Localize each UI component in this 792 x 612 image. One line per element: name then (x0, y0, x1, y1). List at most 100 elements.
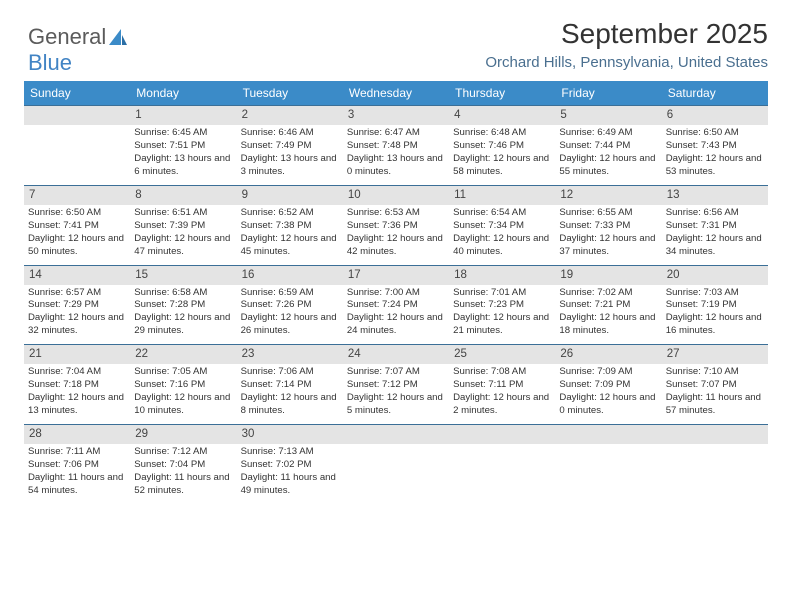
day-cell: 15Sunrise: 6:58 AMSunset: 7:28 PMDayligh… (130, 265, 236, 345)
sunrise-text: Sunrise: 7:08 AM (453, 366, 551, 379)
col-thursday: Thursday (449, 81, 555, 105)
sunset-text: Sunset: 7:23 PM (453, 299, 551, 312)
calendar-table: Sunday Monday Tuesday Wednesday Thursday… (24, 81, 768, 504)
sunset-text: Sunset: 7:02 PM (241, 459, 339, 472)
day-details: Sunrise: 6:48 AMSunset: 7:46 PMDaylight:… (449, 125, 555, 185)
daylight-text: Daylight: 12 hours and 8 minutes. (241, 392, 339, 418)
day-cell: 1Sunrise: 6:45 AMSunset: 7:51 PMDaylight… (130, 105, 236, 185)
sunset-text: Sunset: 7:43 PM (666, 140, 764, 153)
sunrise-text: Sunrise: 7:04 AM (28, 366, 126, 379)
day-details: Sunrise: 7:01 AMSunset: 7:23 PMDaylight:… (449, 285, 555, 345)
day-cell: 22Sunrise: 7:05 AMSunset: 7:16 PMDayligh… (130, 344, 236, 424)
day-details: Sunrise: 7:09 AMSunset: 7:09 PMDaylight:… (555, 364, 661, 424)
day-number: 9 (237, 185, 343, 205)
day-cell: 20Sunrise: 7:03 AMSunset: 7:19 PMDayligh… (662, 265, 768, 345)
day-number: 27 (662, 344, 768, 364)
day-cell: 8Sunrise: 6:51 AMSunset: 7:39 PMDaylight… (130, 185, 236, 265)
day-cell: 19Sunrise: 7:02 AMSunset: 7:21 PMDayligh… (555, 265, 661, 345)
sunset-text: Sunset: 7:11 PM (453, 379, 551, 392)
day-cell: 10Sunrise: 6:53 AMSunset: 7:36 PMDayligh… (343, 185, 449, 265)
location: Orchard Hills, Pennsylvania, United Stat… (24, 54, 768, 71)
col-wednesday: Wednesday (343, 81, 449, 105)
day-cell: 7Sunrise: 6:50 AMSunset: 7:41 PMDaylight… (24, 185, 130, 265)
day-details: Sunrise: 6:56 AMSunset: 7:31 PMDaylight:… (662, 205, 768, 265)
col-friday: Friday (555, 81, 661, 105)
day-details: Sunrise: 7:10 AMSunset: 7:07 PMDaylight:… (662, 364, 768, 424)
day-number: 15 (130, 265, 236, 285)
sunrise-text: Sunrise: 6:52 AM (241, 207, 339, 220)
day-details: Sunrise: 7:11 AMSunset: 7:06 PMDaylight:… (24, 444, 130, 504)
daylight-text: Daylight: 12 hours and 55 minutes. (559, 153, 657, 179)
sunset-text: Sunset: 7:26 PM (241, 299, 339, 312)
day-number: 2 (237, 105, 343, 125)
day-number: 5 (555, 105, 661, 125)
day-number: 8 (130, 185, 236, 205)
sunset-text: Sunset: 7:12 PM (347, 379, 445, 392)
day-cell: 11Sunrise: 6:54 AMSunset: 7:34 PMDayligh… (449, 185, 555, 265)
day-number: 22 (130, 344, 236, 364)
day-number: 24 (343, 344, 449, 364)
daylight-text: Daylight: 13 hours and 0 minutes. (347, 153, 445, 179)
day-details: Sunrise: 7:07 AMSunset: 7:12 PMDaylight:… (343, 364, 449, 424)
daylight-text: Daylight: 12 hours and 47 minutes. (134, 233, 232, 259)
page: General Blue September 2025 Orchard Hill… (0, 0, 792, 504)
daylight-text: Daylight: 11 hours and 54 minutes. (28, 472, 126, 498)
daylight-text: Daylight: 12 hours and 13 minutes. (28, 392, 126, 418)
sunset-text: Sunset: 7:07 PM (666, 379, 764, 392)
logo: General Blue (28, 24, 128, 76)
day-details: Sunrise: 7:00 AMSunset: 7:24 PMDaylight:… (343, 285, 449, 345)
sunrise-text: Sunrise: 6:58 AM (134, 287, 232, 300)
day-details: Sunrise: 7:12 AMSunset: 7:04 PMDaylight:… (130, 444, 236, 504)
header-row: Sunday Monday Tuesday Wednesday Thursday… (24, 81, 768, 105)
day-cell: 26Sunrise: 7:09 AMSunset: 7:09 PMDayligh… (555, 344, 661, 424)
day-cell (555, 424, 661, 504)
col-sunday: Sunday (24, 81, 130, 105)
day-number: 21 (24, 344, 130, 364)
day-number: 16 (237, 265, 343, 285)
day-details: Sunrise: 7:03 AMSunset: 7:19 PMDaylight:… (662, 285, 768, 345)
day-number: 10 (343, 185, 449, 205)
day-number: 13 (662, 185, 768, 205)
sunset-text: Sunset: 7:31 PM (666, 220, 764, 233)
daylight-text: Daylight: 12 hours and 29 minutes. (134, 312, 232, 338)
sunset-text: Sunset: 7:33 PM (559, 220, 657, 233)
day-cell (24, 105, 130, 185)
sunrise-text: Sunrise: 6:57 AM (28, 287, 126, 300)
day-number: 3 (343, 105, 449, 125)
sunrise-text: Sunrise: 6:47 AM (347, 127, 445, 140)
day-details: Sunrise: 6:46 AMSunset: 7:49 PMDaylight:… (237, 125, 343, 185)
day-details: Sunrise: 6:51 AMSunset: 7:39 PMDaylight:… (130, 205, 236, 265)
sunrise-text: Sunrise: 6:50 AM (28, 207, 126, 220)
day-details: Sunrise: 6:52 AMSunset: 7:38 PMDaylight:… (237, 205, 343, 265)
sunset-text: Sunset: 7:21 PM (559, 299, 657, 312)
sunrise-text: Sunrise: 6:45 AM (134, 127, 232, 140)
sunset-text: Sunset: 7:16 PM (134, 379, 232, 392)
sunset-text: Sunset: 7:14 PM (241, 379, 339, 392)
daylight-text: Daylight: 13 hours and 6 minutes. (134, 153, 232, 179)
sunset-text: Sunset: 7:48 PM (347, 140, 445, 153)
sunrise-text: Sunrise: 7:05 AM (134, 366, 232, 379)
sunrise-text: Sunrise: 6:46 AM (241, 127, 339, 140)
day-details: Sunrise: 7:04 AMSunset: 7:18 PMDaylight:… (24, 364, 130, 424)
sunset-text: Sunset: 7:44 PM (559, 140, 657, 153)
day-number (24, 105, 130, 125)
day-cell (662, 424, 768, 504)
day-number (662, 424, 768, 444)
day-cell: 18Sunrise: 7:01 AMSunset: 7:23 PMDayligh… (449, 265, 555, 345)
day-number: 19 (555, 265, 661, 285)
day-details: Sunrise: 6:49 AMSunset: 7:44 PMDaylight:… (555, 125, 661, 185)
sunrise-text: Sunrise: 7:12 AM (134, 446, 232, 459)
sunrise-text: Sunrise: 6:50 AM (666, 127, 764, 140)
day-cell: 23Sunrise: 7:06 AMSunset: 7:14 PMDayligh… (237, 344, 343, 424)
daylight-text: Daylight: 12 hours and 24 minutes. (347, 312, 445, 338)
daylight-text: Daylight: 11 hours and 57 minutes. (666, 392, 764, 418)
day-cell: 21Sunrise: 7:04 AMSunset: 7:18 PMDayligh… (24, 344, 130, 424)
day-cell: 6Sunrise: 6:50 AMSunset: 7:43 PMDaylight… (662, 105, 768, 185)
col-tuesday: Tuesday (237, 81, 343, 105)
day-number: 30 (237, 424, 343, 444)
day-details (662, 444, 768, 502)
day-details: Sunrise: 6:55 AMSunset: 7:33 PMDaylight:… (555, 205, 661, 265)
day-number: 6 (662, 105, 768, 125)
daylight-text: Daylight: 12 hours and 0 minutes. (559, 392, 657, 418)
calendar-body: 1Sunrise: 6:45 AMSunset: 7:51 PMDaylight… (24, 105, 768, 504)
